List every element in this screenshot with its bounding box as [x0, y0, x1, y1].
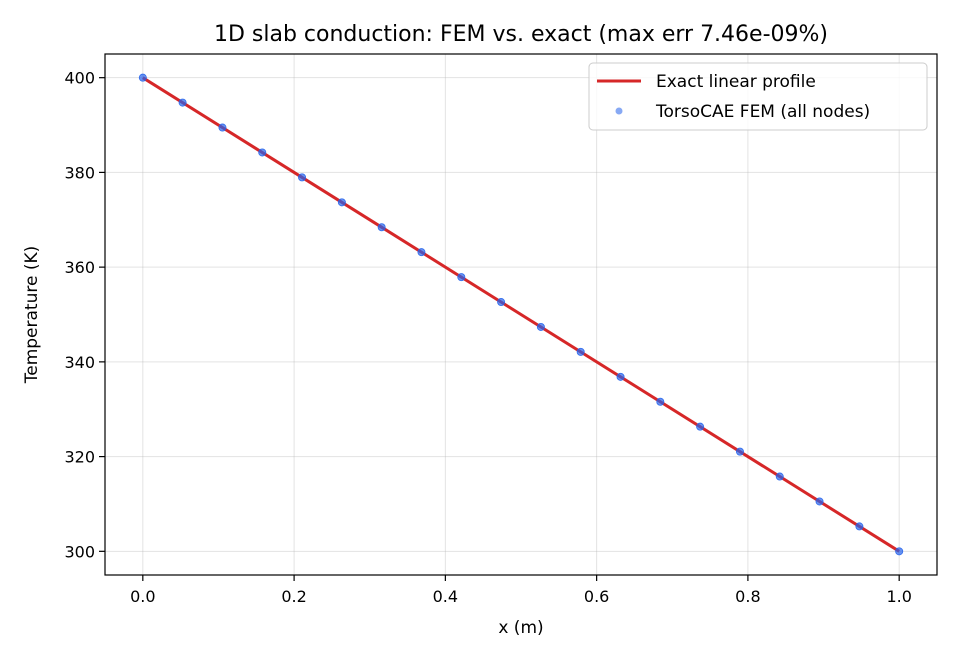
axis-ticks: 0.0 0.2 0.4 0.6 0.8 1.0 300 320 340 360 380 400: [64, 69, 911, 606]
fem-node-point: [497, 298, 506, 307]
fem-node-point: [258, 148, 267, 157]
grid: [105, 54, 937, 575]
y-tick-label: 340: [64, 353, 95, 372]
plot-frame: [104, 53, 938, 576]
x-tick-label: 0.8: [735, 587, 760, 606]
y-tick-label: 400: [64, 69, 95, 88]
fem-node-point: [536, 322, 545, 331]
legend-label-exact: Exact linear profile: [656, 72, 816, 92]
x-tick-label: 0.4: [433, 587, 458, 606]
fem-node-point: [696, 422, 705, 431]
fem-node-point: [417, 248, 426, 257]
x-tick-label: 0.2: [281, 587, 306, 606]
y-tick-label: 300: [64, 542, 95, 561]
fem-node-point: [855, 522, 864, 531]
fem-node-point: [616, 372, 625, 381]
fem-node-point: [298, 173, 307, 182]
y-tick-label: 360: [64, 258, 95, 277]
y-tick-label: 320: [64, 448, 95, 467]
legend: Exact linear profile TorsoCAE FEM (all n…: [588, 62, 928, 131]
legend-label-fem: TorsoCAE FEM (all nodes): [655, 102, 870, 122]
legend-marker-swatch: [615, 107, 623, 115]
chart-title: 1D slab conduction: FEM vs. exact (max e…: [214, 22, 828, 47]
exact-line: [142, 76, 900, 553]
y-tick-label: 380: [64, 163, 95, 182]
fem-node-point: [656, 397, 665, 406]
x-axis-label: x (m): [498, 618, 543, 638]
fem-node-point: [218, 123, 227, 132]
fem-node-point: [815, 497, 824, 506]
fem-node-point: [457, 273, 466, 282]
fem-node-point: [377, 223, 386, 232]
fem-node-point: [735, 447, 744, 456]
fem-node-point: [138, 73, 147, 82]
fem-node-point: [337, 198, 346, 207]
fem-node-point: [576, 347, 585, 356]
y-axis-label: Temperature (K): [22, 246, 42, 385]
fem-node-point: [895, 547, 904, 556]
x-tick-label: 1.0: [886, 587, 911, 606]
fem-node-point: [775, 472, 784, 481]
legend-box: [588, 62, 928, 131]
x-tick-label: 0.0: [130, 587, 155, 606]
x-tick-label: 0.6: [584, 587, 609, 606]
fem-node-point: [178, 98, 187, 107]
plot-data: [138, 73, 904, 556]
